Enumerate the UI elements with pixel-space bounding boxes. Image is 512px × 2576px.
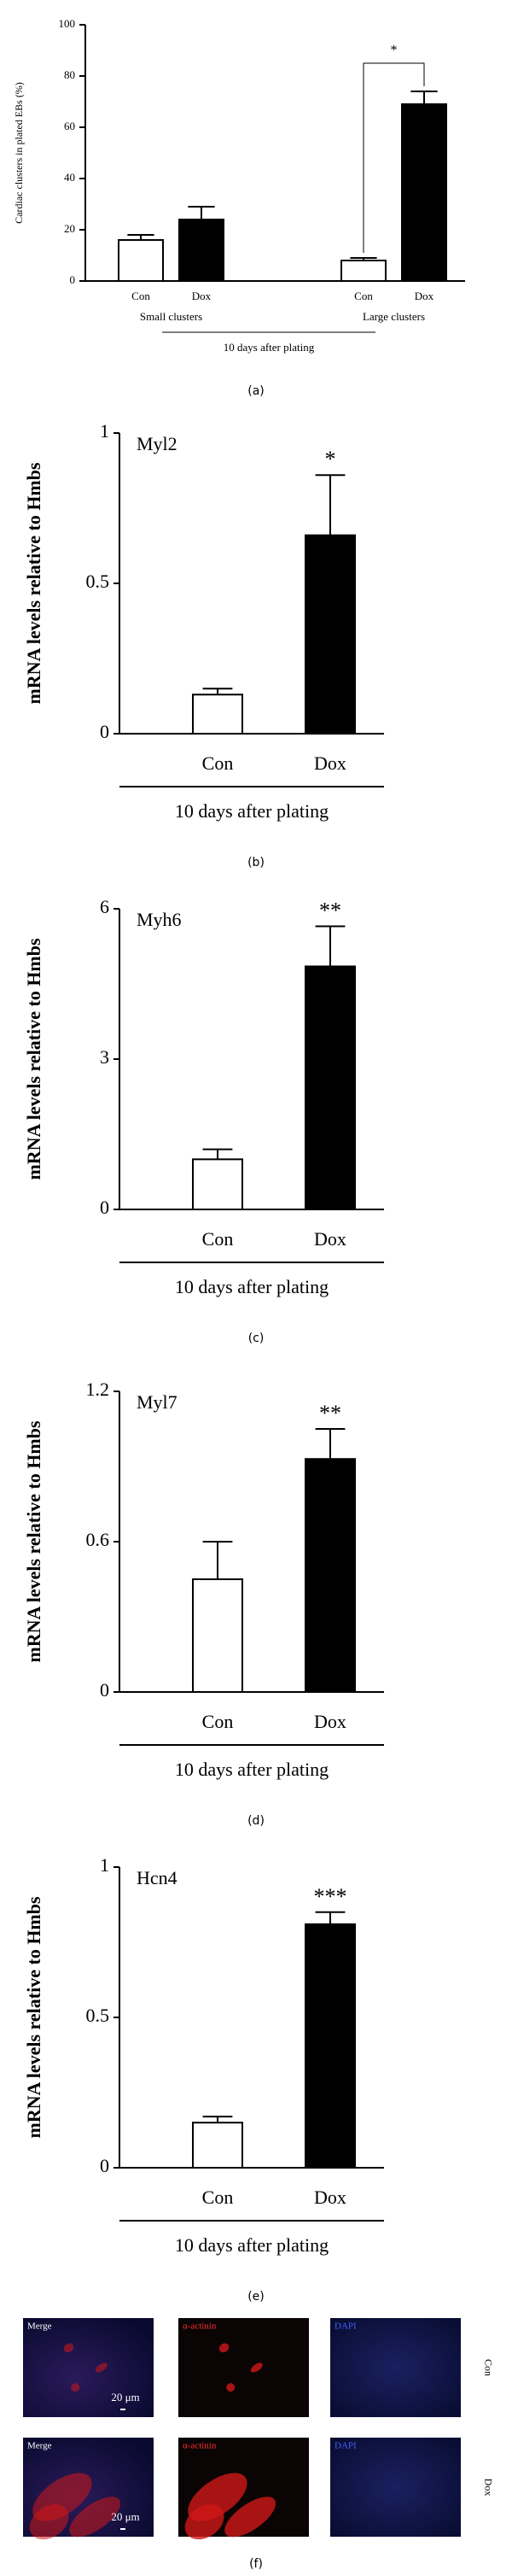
micrograph (178, 2318, 309, 2417)
image-label: α-actinin (183, 2441, 217, 2451)
panel-label: (f) (249, 2557, 263, 2571)
group-label: Small clusters (140, 310, 202, 323)
micrograph (23, 2318, 154, 2417)
significance: ** (319, 899, 341, 923)
y-tick-label: 60 (64, 120, 75, 132)
panel-label: (e) (247, 2290, 265, 2304)
panel-label: (c) (248, 1332, 265, 1345)
y-tick-label: 0.6 (86, 1529, 110, 1550)
stain (71, 2383, 80, 2392)
bar (401, 103, 447, 282)
y-tick-label: 20 (64, 222, 75, 235)
x-tick-label: Dox (192, 290, 212, 302)
panel-label: (b) (247, 856, 265, 869)
x-tick-label: Con (202, 752, 234, 774)
scale-bar-label: 20 μm (111, 2510, 139, 2523)
y-tick-label: 0.5 (86, 2005, 110, 2026)
x-axis-label: 10 days after plating (175, 2234, 329, 2256)
gene-label: Myl2 (137, 433, 177, 454)
x-tick-label: Dox (314, 752, 346, 774)
image-label: Merge (27, 2441, 52, 2451)
x-tick-label: Con (202, 2187, 234, 2208)
bar (305, 1923, 356, 2169)
x-tick-label: Dox (415, 290, 434, 302)
y-tick-label: 0 (100, 1679, 109, 1701)
x-tick-label: Con (202, 1711, 234, 1732)
stain (29, 2504, 69, 2540)
panel-label: (d) (247, 1814, 265, 1828)
y-axis-label: mRNA levels relative to Hmbs (23, 938, 44, 1180)
bar (192, 2122, 243, 2169)
stain (250, 2362, 263, 2373)
significance: ** (319, 1401, 341, 1426)
x-tick-label: Con (202, 1228, 234, 1250)
y-axis-label: mRNA levels relative to Hmbs (23, 462, 44, 705)
stain (224, 2497, 276, 2538)
stain (63, 2343, 74, 2353)
x-tick-label: Dox (314, 1228, 346, 1250)
y-tick-label: 0 (100, 2155, 109, 2176)
bar (192, 1158, 243, 1211)
y-tick-label: 40 (64, 171, 75, 184)
y-tick-label: 1 (100, 1854, 109, 1876)
bar (192, 694, 243, 735)
y-tick-label: 1.2 (86, 1379, 110, 1400)
x-tick-label: Dox (314, 2187, 346, 2208)
y-tick-label: 0 (70, 273, 76, 286)
x-axis-label: 10 days after plating (224, 341, 315, 354)
x-axis-label: 10 days after plating (175, 1276, 329, 1297)
gene-label: Myl7 (137, 1391, 177, 1413)
y-tick-label: 0 (100, 721, 109, 742)
x-tick-label: Con (131, 290, 150, 302)
significance-bracket (363, 62, 425, 253)
image-label: Merge (27, 2321, 52, 2332)
condition-label: Dox (482, 2479, 494, 2497)
bar (305, 1458, 356, 1693)
micrograph (330, 2318, 461, 2417)
y-axis-label: Cardiac clusters in plated EBs (%) (13, 82, 25, 224)
group-label: Large clusters (363, 310, 425, 323)
bar (340, 260, 387, 282)
x-axis-label: 10 days after plating (175, 800, 329, 822)
significance: * (391, 44, 398, 58)
y-axis-label: mRNA levels relative to Hmbs (23, 1420, 44, 1663)
image-label: DAPI (335, 2441, 357, 2451)
image-label: α-actinin (183, 2321, 217, 2332)
condition-label: Con (482, 2359, 494, 2376)
x-tick-label: Con (354, 290, 373, 302)
x-tick-label: Dox (314, 1711, 346, 1732)
stain (95, 2362, 108, 2373)
x-axis-label: 10 days after plating (175, 1759, 329, 1780)
gene-label: Hcn4 (137, 1867, 177, 1888)
y-tick-label: 3 (100, 1046, 109, 1068)
bar (192, 1578, 243, 1693)
significance: *** (314, 1884, 347, 1909)
bar (178, 219, 224, 282)
stain (184, 2504, 224, 2540)
bar (118, 239, 164, 282)
scale-bar-label: 20 μm (111, 2391, 139, 2403)
y-tick-label: 0.5 (86, 571, 110, 592)
y-tick-label: 100 (59, 17, 76, 30)
stain (218, 2343, 230, 2353)
y-tick-label: 6 (100, 896, 109, 917)
y-tick-label: 80 (64, 68, 75, 81)
y-axis-label: mRNA levels relative to Hmbs (23, 1896, 44, 2139)
significance: * (325, 447, 336, 471)
image-label: DAPI (335, 2321, 357, 2332)
panel-label: (a) (247, 384, 265, 398)
bar (305, 965, 356, 1210)
bar (305, 534, 356, 735)
gene-label: Myh6 (137, 909, 182, 930)
y-tick-label: 0 (100, 1197, 109, 1218)
stain (69, 2497, 121, 2538)
stain (226, 2383, 236, 2392)
y-tick-label: 1 (100, 420, 109, 442)
micrograph (330, 2438, 461, 2537)
